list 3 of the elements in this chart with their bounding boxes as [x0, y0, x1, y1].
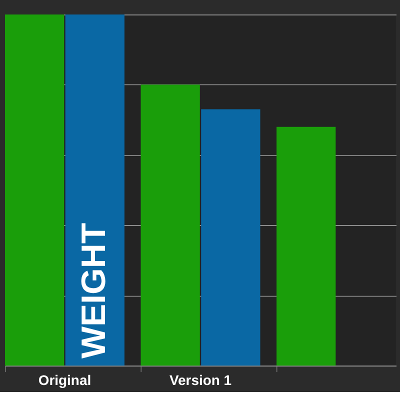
x-tick-label: Version 1 — [169, 372, 232, 388]
annotation: WEIGHT — [74, 222, 113, 359]
x-tick-label: Original — [38, 372, 92, 388]
